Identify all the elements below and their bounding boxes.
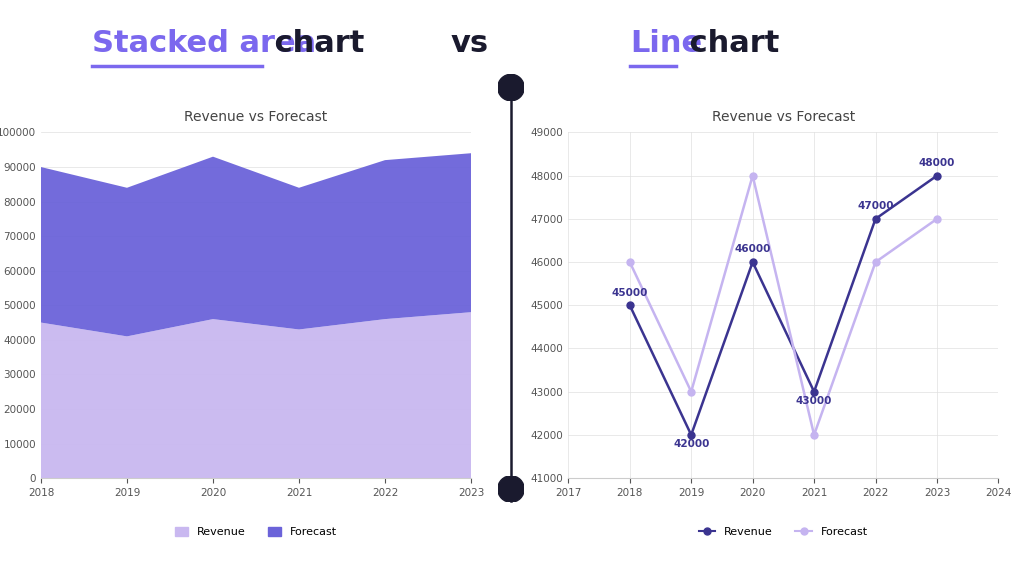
Legend: Revenue, Forecast: Revenue, Forecast: [694, 523, 872, 541]
Revenue: [869, 215, 882, 222]
Line: Forecast: Forecast: [627, 172, 940, 438]
Text: vs: vs: [451, 29, 488, 58]
Text: Stacked area: Stacked area: [92, 29, 316, 58]
Revenue: [808, 388, 820, 395]
Revenue: [931, 172, 943, 179]
Title: Revenue vs Forecast: Revenue vs Forecast: [712, 111, 855, 124]
Text: 43000: 43000: [796, 396, 833, 406]
Circle shape: [498, 74, 524, 101]
Circle shape: [498, 476, 524, 502]
Revenue: [685, 431, 697, 438]
Text: 46000: 46000: [734, 244, 771, 255]
Revenue: [746, 259, 759, 266]
Text: chart: chart: [264, 29, 365, 58]
Line: Revenue: Revenue: [627, 172, 940, 438]
Forecast: [808, 431, 820, 438]
Forecast: [624, 259, 636, 266]
Forecast: [685, 388, 697, 395]
Text: Line: Line: [630, 29, 701, 58]
Text: 42000: 42000: [673, 439, 710, 449]
Revenue: [624, 302, 636, 309]
Legend: Revenue, Forecast: Revenue, Forecast: [170, 522, 342, 541]
Forecast: [869, 259, 882, 266]
Text: 47000: 47000: [857, 201, 894, 211]
Forecast: [931, 215, 943, 222]
Text: chart: chart: [679, 29, 779, 58]
Forecast: [746, 172, 759, 179]
Text: 45000: 45000: [611, 287, 648, 298]
Title: Revenue vs Forecast: Revenue vs Forecast: [184, 111, 328, 124]
Text: 48000: 48000: [919, 158, 955, 168]
